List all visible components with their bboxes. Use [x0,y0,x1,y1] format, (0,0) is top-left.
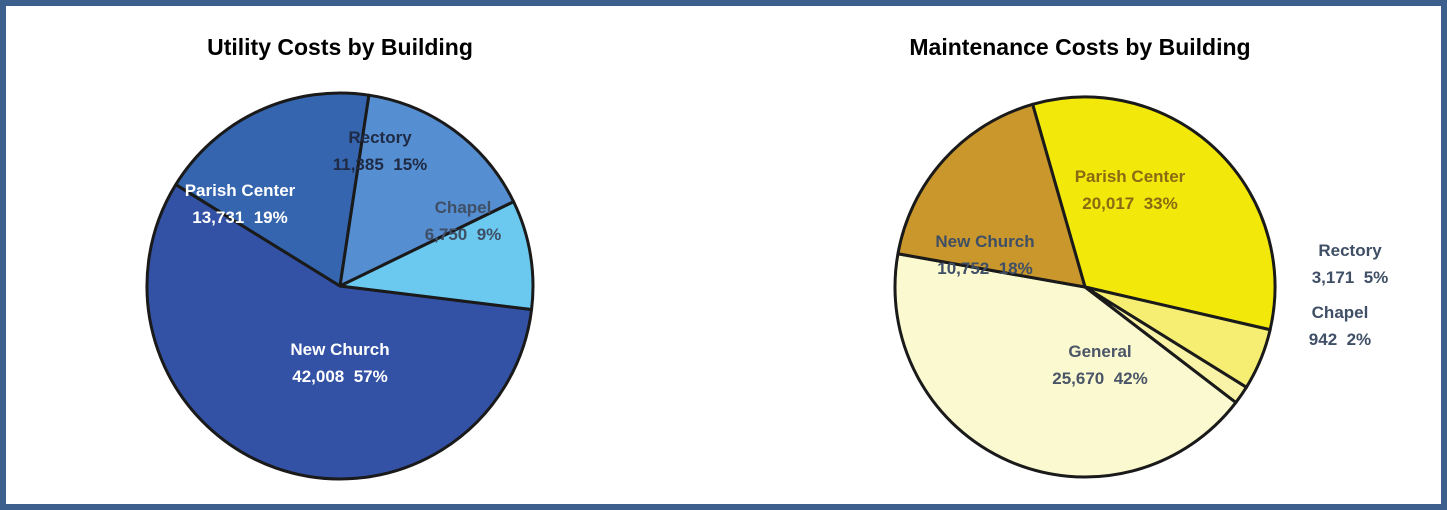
maintenance-chart-title: Maintenance Costs by Building [909,34,1251,60]
utility-rectory-label: Rectory [348,128,412,147]
utility-rectory-value-label: 11,385 15% [333,155,428,174]
maintenance-new-church-value-label: 10,752 18% [937,259,1032,278]
maintenance-parish-center-value-label: 20,017 33% [1082,194,1177,213]
slice-maintenance-new-church [896,102,1087,289]
slice-maintenance-parish-center [1031,95,1277,332]
maintenance-chapel-label: Chapel [1312,303,1369,322]
utility-new-church-label: New Church [290,340,389,359]
utility-chart-title: Utility Costs by Building [207,34,473,60]
maintenance-rectory-label: Rectory [1318,241,1382,260]
utility-chapel-value-label: 6,750 9% [425,225,502,244]
maintenance-chapel-value-label: 942 2% [1309,330,1371,349]
utility-new-church-value-label: 42,008 57% [292,367,387,386]
maintenance-new-church-label: New Church [935,232,1034,251]
slice-utility-rectory [338,93,516,288]
slice-maintenance-general [893,252,1238,479]
maintenance-general-label: General [1068,342,1131,361]
slice-utility-chapel [338,200,535,312]
utility-parish-center-value-label: 13,731 19% [192,208,287,227]
slice-utility-new-church [145,183,534,481]
utility-parish-center-label: Parish Center [185,181,296,200]
utility-chapel-label: Chapel [435,198,492,217]
maintenance-general-value-label: 25,670 42% [1052,369,1147,388]
slice-utility-parish-center [174,91,371,288]
maintenance-rectory-value-label: 3,171 5% [1312,268,1389,287]
maintenance-parish-center-label: Parish Center [1075,167,1186,186]
